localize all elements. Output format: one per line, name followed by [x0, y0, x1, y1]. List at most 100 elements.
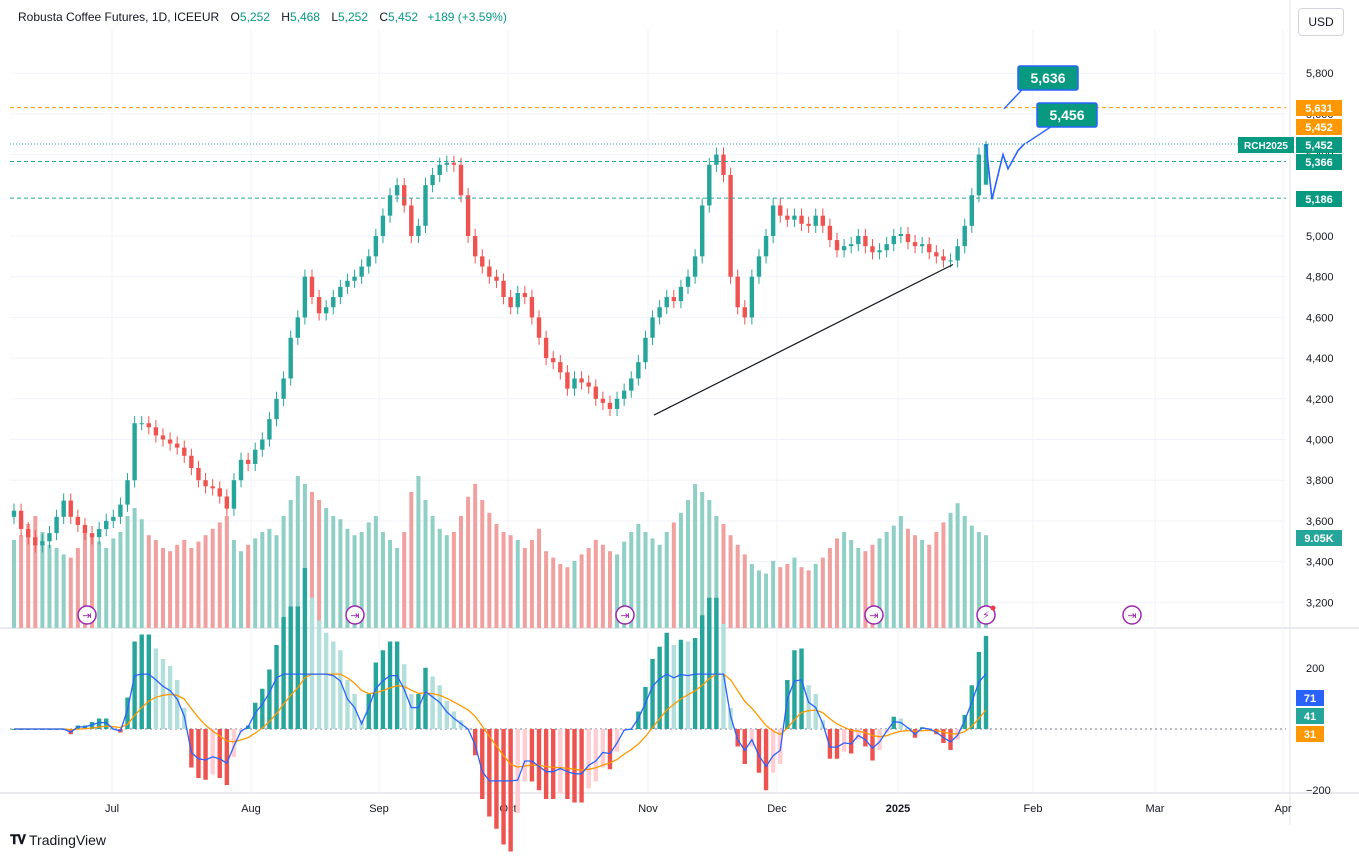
candle-body — [976, 154, 982, 196]
price-tag-label: 5,631 — [1305, 103, 1333, 115]
candle-body — [749, 276, 755, 318]
price-tag — [1296, 100, 1342, 116]
volume-bar — [551, 557, 556, 628]
osc-y-tick-label: 200 — [1306, 663, 1324, 675]
candle-body — [146, 423, 152, 428]
volume-bar — [643, 532, 648, 628]
volume-bar — [324, 508, 329, 628]
lightning-marker: ⚡ — [976, 605, 996, 625]
candle-body — [238, 459, 244, 481]
candle-body — [572, 378, 577, 389]
volume-bar — [82, 528, 87, 628]
candle-body — [728, 174, 733, 277]
volume-bar — [586, 548, 591, 628]
histogram-bar — [139, 634, 144, 729]
candle-body — [167, 439, 173, 444]
volume-bar — [849, 540, 854, 628]
histogram-bar — [558, 729, 563, 794]
candle-body — [11, 510, 17, 517]
symbol-title: Robusta Coffee Futures, 1D, ICEEUR — [18, 10, 220, 24]
candle-body — [182, 447, 187, 456]
high-label: H — [281, 10, 290, 24]
price-callout-box — [1036, 102, 1098, 128]
volume-bar — [366, 522, 371, 628]
volume-bar — [168, 551, 173, 628]
candle-body — [472, 236, 478, 257]
histogram-bar — [692, 638, 698, 729]
volume-bar — [54, 548, 59, 628]
histogram-bar — [281, 617, 286, 729]
volume-bar — [891, 525, 896, 628]
volume-bar — [104, 548, 109, 628]
symbol-tag — [1238, 137, 1294, 153]
candle-body — [983, 144, 989, 185]
marker-circle — [1122, 605, 1142, 625]
event-marker: ⇥ — [345, 605, 365, 625]
marker-glyph: ⇥ — [350, 609, 359, 622]
histogram-bar — [430, 676, 435, 729]
volume-bar — [231, 540, 236, 628]
volume-bar — [260, 532, 265, 628]
volume-bar — [842, 532, 847, 628]
candle-body — [806, 223, 811, 226]
histogram-bar — [841, 729, 847, 752]
histogram-bar — [323, 632, 329, 729]
candle-body — [224, 496, 230, 509]
candle-body — [678, 286, 684, 302]
volume-bar — [309, 492, 314, 628]
y-tick-label: 5,000 — [1306, 231, 1334, 243]
candle-body — [480, 256, 485, 267]
histogram-bar — [260, 688, 265, 729]
candle-body — [792, 215, 797, 220]
y-tick-label: 4,200 — [1306, 394, 1334, 406]
histogram-bar — [700, 615, 705, 729]
histogram-bar — [345, 680, 350, 729]
candle-body — [323, 307, 329, 314]
y-tick-label: 4,400 — [1306, 353, 1334, 365]
candle-body — [841, 246, 847, 251]
marker-circle — [345, 605, 365, 625]
volume-bar — [352, 535, 357, 628]
candle-body — [813, 215, 818, 226]
histogram-bar — [785, 680, 790, 729]
tv-logo-icon: 𝐓𝐕 — [10, 832, 26, 847]
volume-bar — [388, 540, 393, 628]
volume-bar — [629, 532, 634, 628]
x-tick-label: Nov — [638, 803, 658, 815]
macd-line — [14, 673, 987, 782]
volume-bar — [345, 528, 350, 628]
currency-button[interactable]: USD — [1298, 8, 1344, 36]
candle-body — [607, 402, 613, 409]
tradingview-logo[interactable]: 𝐓𝐕 TradingView — [10, 832, 106, 848]
volume-bar — [792, 557, 797, 628]
candle-body — [352, 276, 357, 281]
volume-bar — [558, 564, 563, 628]
osc-tag — [1296, 690, 1324, 706]
histogram-bar — [685, 641, 691, 729]
candle-body — [75, 516, 81, 525]
histogram-bar — [912, 729, 918, 738]
histogram-bar — [543, 729, 549, 799]
candle-body — [18, 510, 24, 530]
volume-bar — [820, 557, 825, 628]
candle-body — [139, 423, 144, 425]
osc-tag — [1296, 708, 1324, 724]
candle-body — [231, 480, 237, 509]
candle-body — [387, 195, 393, 216]
candle-body — [501, 280, 506, 298]
volume-bar — [671, 522, 676, 628]
x-tick-label: Sep — [369, 803, 389, 815]
histogram-bar — [813, 694, 818, 729]
candle-body — [671, 297, 677, 302]
volume-bar — [26, 524, 31, 628]
histogram-bar — [160, 659, 166, 729]
volume-bar — [636, 524, 641, 628]
candle-body — [125, 480, 130, 505]
candle-body — [47, 533, 52, 542]
event-marker: ⇥ — [77, 605, 97, 625]
candle-body — [834, 240, 840, 251]
marker-glyph: ⇥ — [1127, 609, 1136, 622]
volume-bar — [302, 484, 307, 628]
open-label: O — [230, 10, 240, 24]
